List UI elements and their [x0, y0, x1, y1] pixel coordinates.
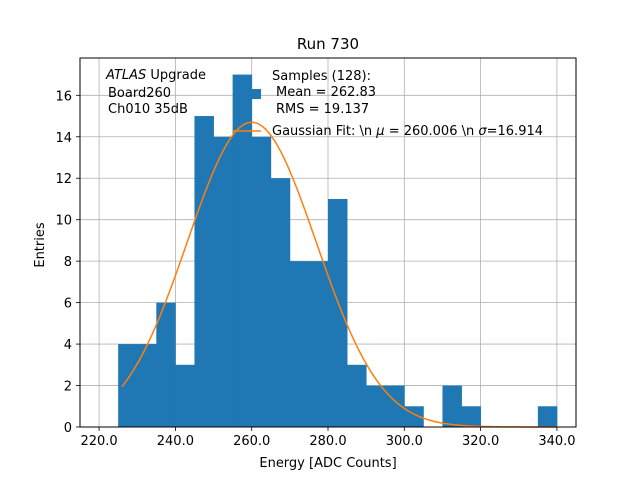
histogram-bar: [289, 261, 310, 427]
x-tick-label: 320.0: [462, 434, 499, 449]
y-tick-label: 2: [64, 380, 72, 395]
legend-hist-line1: Samples (128):: [272, 69, 371, 84]
histogram-bar: [232, 74, 253, 428]
histogram-bars: [118, 74, 558, 428]
legend-fit-label-part: σ: [478, 124, 487, 139]
histogram-bar: [537, 406, 558, 427]
histogram-bar: [328, 198, 348, 427]
legend: Samples (128): Mean = 262.83 RMS = 19.13…: [233, 69, 543, 139]
atlas-annotation: ATLAS Upgrade Board260 Ch010 35dB: [105, 68, 206, 117]
atlas-rest: Upgrade: [146, 68, 206, 83]
x-axis-label: Energy [ADC Counts]: [259, 456, 396, 471]
atlas-word: ATLAS: [105, 68, 146, 83]
y-tick-label: 10: [55, 214, 72, 229]
legend-hist-line3: RMS = 19.137: [276, 102, 369, 117]
x-tick-label: 260.0: [233, 434, 270, 449]
chart-title: Run 730: [297, 35, 359, 53]
y-axis-label: Entries: [33, 222, 48, 268]
y-tick-label: 12: [55, 172, 72, 187]
x-tick-label: 340.0: [538, 434, 575, 449]
legend-fit-label-part: Gaussian Fit: \n: [272, 124, 376, 139]
histogram-bar: [347, 364, 367, 427]
histogram-bar: [137, 344, 157, 427]
board-label: Board260: [108, 86, 171, 101]
atlas-label: ATLAS Upgrade: [105, 68, 206, 83]
y-tick-label: 0: [64, 421, 72, 436]
histogram-bar: [308, 261, 329, 427]
y-tick-label: 14: [55, 131, 72, 146]
legend-fit-label-part: =16.914: [487, 124, 543, 139]
legend-fit-label-part: μ: [375, 124, 384, 139]
legend-hist-line2: Mean = 262.83: [276, 85, 376, 100]
x-tick-label: 280.0: [309, 434, 346, 449]
channel-label: Ch010 35dB: [108, 102, 188, 117]
y-tick-label: 8: [64, 255, 72, 270]
x-tick-label: 300.0: [386, 434, 423, 449]
y-tick-label: 16: [55, 89, 72, 104]
legend-fit-label-part: = 260.006 \n: [385, 124, 479, 139]
histogram-bar: [366, 385, 386, 427]
histogram-bar: [270, 178, 291, 427]
histogram-bar: [251, 136, 272, 428]
legend-hist-swatch: [233, 89, 261, 99]
histogram-bar: [156, 302, 176, 427]
legend-fit-label: Gaussian Fit: \n μ = 260.006 \n σ=16.914: [272, 124, 543, 139]
histogram-bar: [118, 344, 138, 427]
y-axis-ticks: 0 2 4 6 8 10 12 14 16: [55, 89, 80, 436]
y-tick-label: 4: [64, 338, 72, 353]
histogram-bar: [461, 406, 482, 427]
histogram-bar: [213, 136, 234, 428]
histogram-bar: [175, 364, 195, 427]
x-tick-label: 220.0: [80, 434, 117, 449]
y-tick-label: 6: [64, 297, 72, 312]
histogram-bar: [194, 116, 214, 427]
x-tick-label: 240.0: [157, 434, 194, 449]
histogram-bar: [442, 385, 462, 427]
x-axis-ticks: 220.0 240.0 260.0 280.0 300.0 320.0 340.0: [80, 427, 576, 449]
